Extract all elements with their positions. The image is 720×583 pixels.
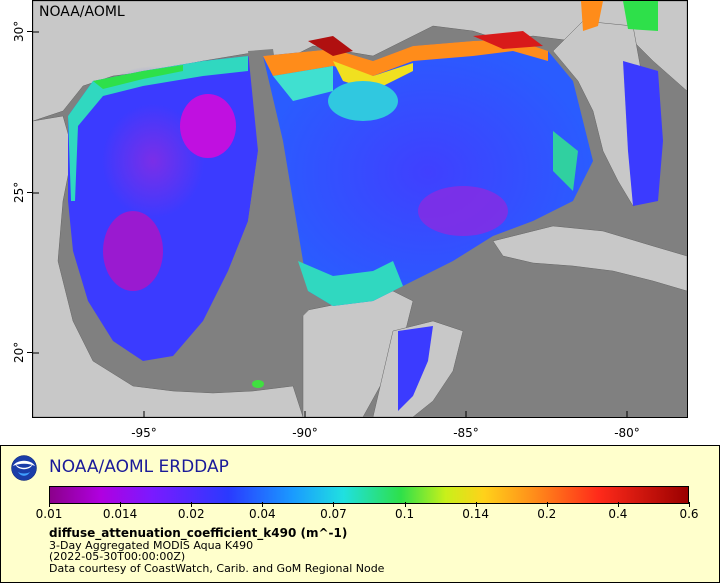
legend-panel: NOAA/AOML ERDDAP diffuse_attenuation_coe… [0, 445, 720, 583]
lat-tick [27, 352, 32, 353]
colorbar-label: 0.2 [537, 507, 557, 521]
lat-tick [27, 192, 32, 193]
lat-label-20: 20° [12, 341, 26, 363]
lat-tick [27, 31, 32, 32]
time-stamp: (2022-05-30T00:00:00Z) [49, 550, 186, 563]
legend-title: NOAA/AOML ERDDAP [49, 457, 229, 477]
colorbar-tick [262, 502, 264, 507]
colorbar-tick [689, 502, 690, 507]
colorbar-tick [333, 502, 335, 507]
colorbar-label: 0.01 [35, 507, 63, 521]
colorbar-label: 0.4 [608, 507, 628, 521]
colorbar-tick [475, 502, 477, 507]
colorbar-label: 0.1 [395, 507, 415, 521]
map-panel[interactable]: NOAA/AOML [32, 0, 688, 418]
colorbar-label: 0.14 [462, 507, 490, 521]
lon-label-80: -80° [614, 426, 640, 440]
lon-label-90: -90° [292, 426, 318, 440]
colorbar-tick [191, 502, 193, 507]
data-credit: Data courtesy of CoastWatch, Carib. and … [49, 562, 385, 575]
colorbar-tick [49, 502, 50, 507]
lat-label-30: 30° [12, 20, 26, 42]
colorbar-label: 0.02 [177, 507, 205, 521]
lon-label-95: -95° [131, 426, 157, 440]
map-title: NOAA/AOML [39, 4, 125, 20]
lat-label-25: 25° [12, 181, 26, 203]
lon-label-85: -85° [453, 426, 479, 440]
colorbar-tick [120, 502, 122, 507]
noaa-logo-icon [11, 455, 37, 481]
colorbar-tick [546, 502, 548, 507]
colorbar-label: 0.014 [102, 507, 138, 521]
colorbar-tick [617, 502, 619, 507]
colorbar-label: 0.07 [320, 507, 347, 521]
dataset-name: 3-Day Aggregated MODIS Aqua K490 [49, 539, 254, 552]
colorbar-label: 0.6 [679, 507, 699, 521]
colorbar-label: 0.04 [248, 507, 276, 521]
ocean-data-map[interactable] [33, 1, 687, 417]
colorbar [49, 486, 689, 504]
variable-name: diffuse_attenuation_coefficient_k490 (m^… [49, 526, 348, 540]
colorbar-tick [404, 502, 406, 507]
